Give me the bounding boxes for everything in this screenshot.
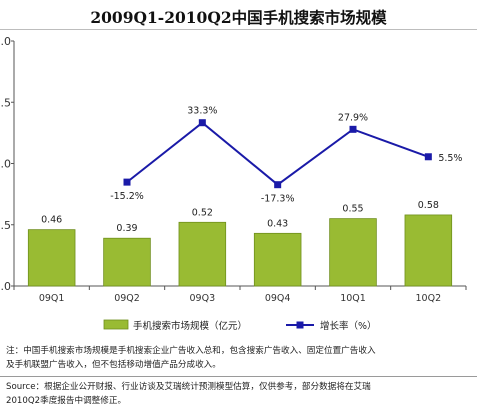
growth-value-label: 27.9% bbox=[338, 112, 368, 123]
growth-marker bbox=[274, 181, 282, 189]
note-line-2: 及手机联盟广告收入，但不包括移动增值产品分成收入。 bbox=[6, 360, 221, 370]
legend-bar-swatch bbox=[103, 319, 129, 330]
bar-value-label: 0.52 bbox=[192, 207, 213, 218]
x-tick-label: 10Q2 bbox=[416, 293, 442, 304]
growth-value-label: -17.3% bbox=[261, 194, 295, 205]
growth-value-label: -15.2% bbox=[110, 191, 144, 202]
growth-marker bbox=[198, 119, 206, 127]
y-tick-label: 1.0 bbox=[0, 158, 11, 171]
bar bbox=[253, 232, 302, 287]
x-tick-label: 09Q3 bbox=[190, 293, 216, 304]
x-tick-label: 09Q4 bbox=[265, 293, 291, 304]
y-tick-label: 0.5 bbox=[0, 219, 11, 232]
growth-value-label: 33.3% bbox=[187, 106, 217, 117]
bar bbox=[329, 218, 377, 287]
y-tick-label: 0.0 bbox=[0, 280, 11, 293]
bar-value-label: 0.58 bbox=[418, 200, 439, 211]
x-tick-label: 09Q2 bbox=[114, 293, 140, 304]
bar bbox=[404, 214, 453, 287]
x-tick-label: 10Q1 bbox=[340, 293, 366, 304]
growth-marker bbox=[123, 178, 131, 186]
growth-marker bbox=[424, 153, 432, 161]
source-line-2: 2010Q2季度报告中调整修正。 bbox=[6, 396, 127, 406]
note-line-1: 注：中国手机搜索市场规模是手机搜索企业广告收入总和，包含搜索广告收入、固定位置广… bbox=[6, 346, 376, 356]
legend-bar-label: 手机搜索市场规模（亿元） bbox=[133, 320, 247, 332]
bar-value-label: 0.43 bbox=[267, 218, 288, 229]
source-divider bbox=[0, 376, 477, 377]
growth-marker bbox=[349, 125, 357, 133]
x-tick-label: 09Q1 bbox=[39, 293, 65, 304]
growth-value-label: 5.5% bbox=[438, 153, 462, 164]
bar bbox=[103, 237, 151, 287]
legend-line-marker bbox=[296, 321, 304, 329]
bar-value-label: 0.46 bbox=[41, 215, 62, 226]
chart-area: 0.0 0.5 1.0 1.5 2.0 09Q1 09Q2 09Q3 09Q4 10Q1 10Q2 0… bbox=[0, 35, 467, 332]
growth-line bbox=[126, 121, 429, 186]
bar bbox=[27, 229, 76, 287]
legend-line-label: 增长率（%） bbox=[320, 320, 377, 332]
y-tick-label: 1.5 bbox=[0, 96, 11, 109]
bar bbox=[178, 221, 227, 287]
y-tick-label: 2.0 bbox=[0, 35, 11, 48]
title-divider bbox=[0, 29, 477, 30]
chart-title: 2009Q1-2010Q2中国手机搜索市场规模 bbox=[90, 8, 387, 27]
source-line-1: Source：根据企业公开财报、行业访谈及艾瑞统计预测模型估算，仅供参考，部分数… bbox=[6, 382, 371, 392]
bar-value-label: 0.39 bbox=[116, 223, 137, 234]
bar-value-label: 0.55 bbox=[342, 204, 363, 215]
